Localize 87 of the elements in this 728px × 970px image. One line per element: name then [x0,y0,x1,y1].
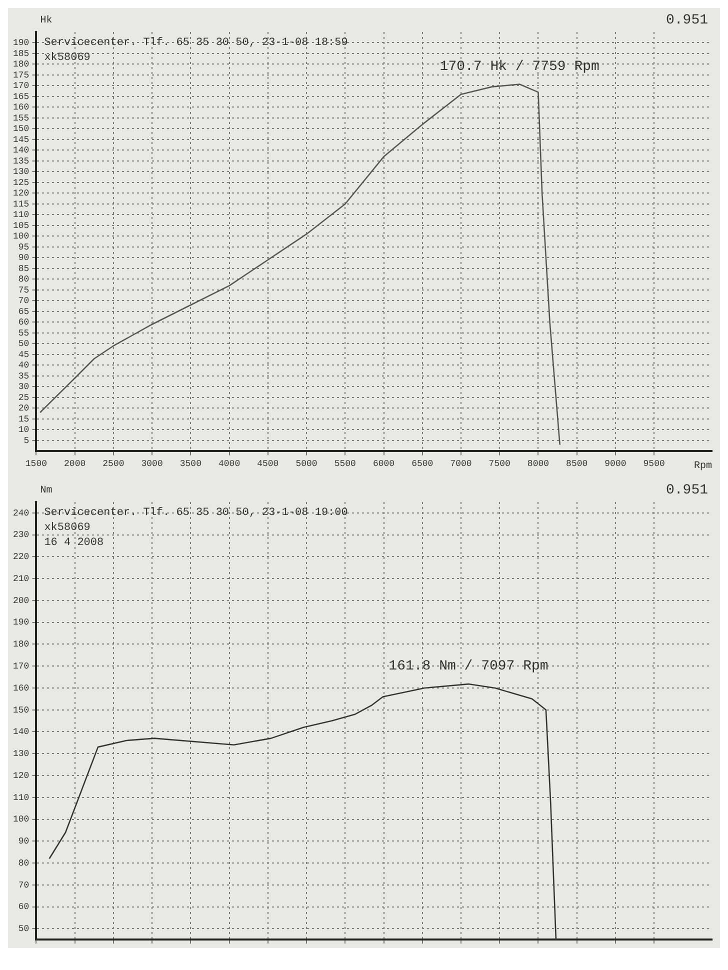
text: 0.951 [666,482,708,499]
text: 0.951 [666,12,708,29]
x-tick-label: 9000 [604,458,626,469]
x-tick-label: 8000 [527,458,550,469]
y-tick-label: 105 [13,220,30,231]
y-tick-label: 125 [13,178,30,188]
x-tick-label: 4500 [257,458,279,469]
y-tick-label: 40 [18,360,30,371]
y-tick-label: 140 [13,727,30,738]
y-tick-label: 65 [18,306,30,317]
x-tick-label: 5500 [334,458,356,469]
y-tick-label: 100 [13,814,30,825]
y-tick-label: 50 [18,339,30,350]
y-tick-label: 75 [18,285,30,296]
x-tick-label: 3000 [141,458,163,469]
annotation: Servicecenter. Tlf. 65 35 30 50, 23-1-08 18:59 [44,36,348,49]
y-tick-label: 130 [13,167,30,178]
y-tick-label: 80 [18,274,30,285]
y-tick-label: 210 [13,574,30,584]
y-tick-label: 20 [18,404,30,414]
y-tick-label: 155 [13,113,30,124]
y-tick-label: 130 [13,749,30,760]
x-tick-label: 2000 [64,458,86,469]
y-tick-label: 90 [18,253,30,264]
y-axis-title: Nm [40,486,52,497]
x-tick-label: 2500 [102,458,124,469]
y-tick-label: 70 [18,880,30,890]
annotation: 170.7 Hk / 7759 Rpm [440,58,600,75]
y-tick-label: 60 [18,902,30,912]
y-tick-label: 180 [13,640,30,650]
y-tick-label: 10 [18,425,30,436]
y-tick-label: 230 [13,530,30,540]
x-tick-label: 7000 [450,458,472,469]
y-tick-label: 80 [18,858,30,868]
y-tick-label: 15 [18,414,30,424]
annotation: 161.8 Nm / 7097 Rpm [388,658,548,675]
y-tick-label: 95 [18,242,30,252]
y-tick-label: 240 [13,508,30,518]
y-tick-label: 120 [13,188,30,199]
y-tick-label: 60 [18,318,30,328]
x-tick-label: 6000 [372,458,395,469]
x-tick-label: 5000 [296,458,318,469]
y-tick-label: 160 [13,102,30,113]
annotation: xk58069 [44,522,90,534]
y-tick-label: 70 [18,296,30,306]
x-tick-label: 6500 [412,458,434,469]
y-tick-label: 35 [18,371,30,382]
y-tick-label: 185 [13,48,30,59]
x-axis-title: Rpm [694,460,712,472]
y-tick-label: 150 [13,705,30,716]
y-tick-label: 160 [13,683,30,694]
y-tick-label: 115 [13,199,30,210]
y-tick-label: 180 [13,60,30,70]
y-tick-label: 85 [18,264,30,274]
x-tick-label: 4000 [218,458,240,469]
y-tick-label: 165 [13,92,30,102]
y-tick-label: 140 [13,146,30,156]
x-tick-label: 3500 [180,458,202,469]
x-tick-label: 8500 [566,458,588,469]
y-tick-label: 90 [18,836,30,847]
x-tick-label: 1500 [25,458,48,469]
annotation: xk58069 [44,52,90,64]
y-tick-label: 190 [13,618,30,628]
y-tick-label: 25 [18,392,30,403]
y-tick-label: 170 [13,81,30,92]
annotation: Servicecenter. Tlf. 65 35 30 50, 23-1-08 19:00 [44,506,348,519]
y-tick-label: 55 [18,328,30,338]
y-tick-label: 120 [13,770,30,781]
x-tick-label: 9500 [643,458,665,469]
y-tick-label: 175 [13,70,30,80]
annotation: 16 4 2008 [44,536,104,549]
y-tick-label: 135 [13,156,30,166]
y-tick-label: 200 [13,596,30,606]
y-tick-label: 150 [13,124,30,134]
y-axis-title: Hk [40,14,52,27]
y-tick-label: 170 [13,661,30,672]
y-tick-label: 110 [13,210,30,220]
x-tick-label: 7500 [488,458,510,469]
y-tick-label: 5 [24,436,30,446]
y-tick-label: 145 [13,134,30,145]
y-tick-label: 50 [18,924,30,934]
y-tick-label: 190 [13,38,30,48]
y-tick-label: 110 [13,792,30,803]
y-tick-label: 30 [18,382,30,392]
y-tick-label: 220 [13,552,30,562]
y-tick-label: 100 [13,232,30,242]
y-tick-label: 45 [18,350,30,360]
